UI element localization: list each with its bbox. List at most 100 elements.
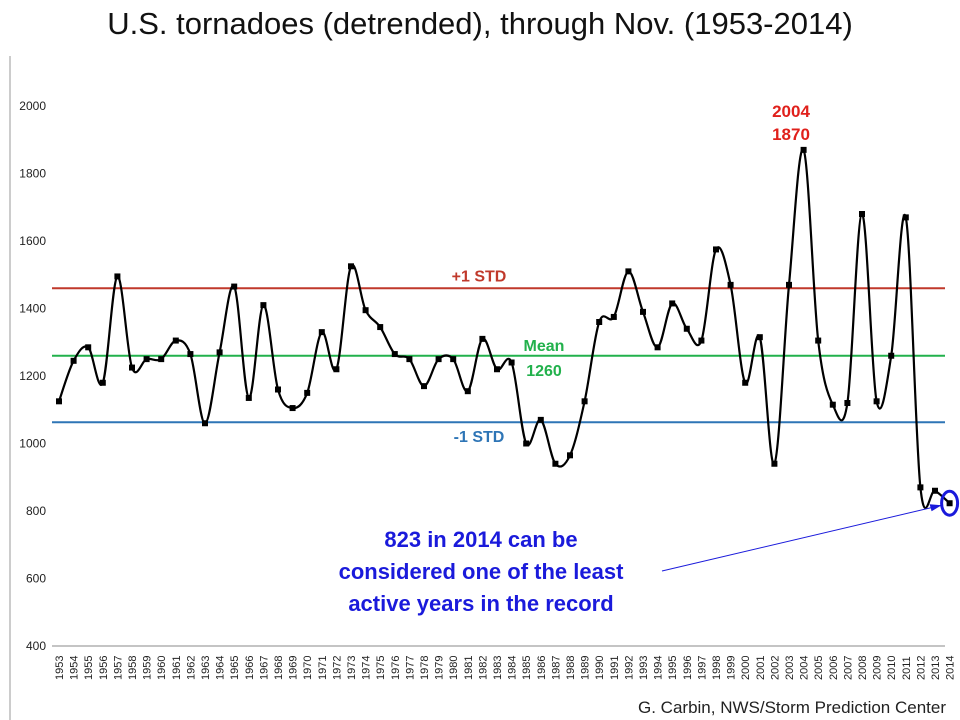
x-tick-label: 1956: [98, 656, 110, 680]
data-point: [713, 246, 719, 253]
data-point: [421, 383, 427, 390]
x-tick-label: 1969: [288, 656, 300, 680]
x-tick-label: 1997: [696, 656, 708, 680]
x-tick-label: 1962: [185, 656, 197, 680]
x-tick-label: 2003: [784, 656, 796, 680]
data-point: [537, 416, 544, 423]
data-point: [742, 379, 749, 386]
x-tick-label: 1959: [142, 656, 154, 680]
data-point: [56, 398, 62, 405]
y-tick-label: 1400: [19, 302, 46, 316]
x-tick-label: 2000: [740, 656, 752, 680]
data-point: [70, 357, 77, 364]
x-tick-label: 1975: [375, 656, 387, 680]
data-point: [245, 394, 252, 401]
data-point: [216, 349, 223, 356]
x-tick-label: 1991: [609, 656, 621, 680]
data-point: [625, 268, 632, 275]
data-point: [85, 344, 92, 351]
x-tick-label: 1960: [156, 656, 168, 680]
x-tick-label: 1963: [200, 656, 212, 680]
data-point: [318, 329, 325, 336]
x-axis: 1953 1954 1955 1956 1957 1958 1959 1960 1961 1962…: [54, 656, 957, 680]
x-tick-label: 1993: [638, 656, 650, 680]
x-tick-label: 2001: [755, 656, 767, 680]
reference-lines: +1 STD Mean 1260 -1 STD: [52, 268, 945, 446]
data-points: [56, 146, 953, 507]
data-point: [494, 366, 500, 373]
data-point: [464, 388, 471, 395]
x-tick-label: 2007: [842, 656, 854, 680]
data-point: [99, 379, 106, 386]
data-point: [756, 334, 763, 341]
data-point: [815, 337, 822, 344]
x-tick-label: 1964: [215, 656, 227, 680]
x-tick-label: 1957: [112, 656, 124, 680]
x-tick-label: 1984: [507, 656, 519, 680]
annotations: 2004 1870 823 in 2014 can be considered one…: [339, 102, 960, 616]
x-tick-label: 2011: [901, 656, 913, 680]
x-tick-label: 1965: [229, 656, 241, 680]
data-point: [844, 400, 851, 406]
x-tick-label: 1973: [346, 656, 358, 680]
x-tick-label: 1966: [244, 656, 256, 680]
data-point: [902, 214, 909, 221]
x-tick-label: 2014: [945, 656, 957, 680]
data-point: [114, 273, 121, 280]
x-tick-label: 1974: [361, 656, 373, 680]
arrow-head: [929, 504, 942, 512]
data-point: [391, 351, 398, 358]
minus-std-label: -1 STD: [454, 429, 505, 446]
x-tick-label: 1985: [521, 656, 533, 680]
data-point: [172, 337, 179, 344]
data-point: [158, 356, 165, 363]
x-tick-label: 1976: [390, 656, 402, 680]
data-point: [698, 337, 705, 344]
x-tick-label: 1978: [419, 656, 431, 680]
data-point: [786, 281, 792, 288]
data-point: [567, 452, 573, 459]
x-tick-label: 1967: [258, 656, 270, 680]
x-tick-label: 1998: [711, 656, 723, 680]
data-point: [275, 386, 281, 393]
data-point: [800, 146, 807, 153]
x-tick-label: 1986: [536, 656, 548, 680]
data-point: [610, 313, 617, 320]
x-tick-label: 1961: [171, 656, 183, 680]
y-tick-label: 1000: [19, 437, 46, 451]
data-point: [362, 307, 369, 314]
x-tick-label: 2010: [886, 656, 898, 680]
data-point: [727, 281, 734, 288]
data-point: [377, 324, 384, 331]
data-point: [596, 319, 603, 325]
data-point: [406, 356, 413, 363]
peak-value-label: 1870: [772, 125, 810, 144]
x-tick-label: 2013: [930, 656, 942, 680]
data-point: [771, 460, 778, 467]
y-tick-label: 1800: [19, 167, 46, 181]
x-tick-label: 2006: [828, 656, 840, 680]
x-tick-label: 1989: [580, 656, 592, 680]
x-tick-label: 1980: [448, 656, 460, 680]
x-tick-label: 1999: [726, 656, 738, 680]
note-text-line: active years in the record: [348, 591, 613, 616]
x-tick-label: 1972: [331, 656, 343, 680]
data-point: [508, 359, 515, 366]
y-tick-label: 1600: [19, 234, 46, 248]
x-tick-label: 1981: [463, 656, 475, 680]
data-point: [683, 325, 690, 332]
plus-std-label: +1 STD: [452, 268, 507, 285]
x-tick-label: 1988: [565, 656, 577, 680]
x-tick-label: 1983: [492, 656, 504, 680]
data-point: [129, 364, 135, 371]
note-text-line: 823 in 2014 can be: [384, 527, 577, 552]
x-tick-label: 1995: [667, 656, 679, 680]
data-point: [187, 351, 194, 358]
x-tick-label: 1987: [550, 656, 562, 680]
y-tick-label: 1200: [19, 369, 46, 383]
data-point: [654, 344, 661, 351]
x-tick-label: 1970: [302, 656, 314, 680]
source-credit: G. Carbin, NWS/Storm Prediction Center: [638, 698, 946, 717]
y-axis: 400 600 800 1000 1200 1400 1600 1800 2000: [19, 99, 46, 653]
y-tick-label: 2000: [19, 99, 46, 113]
